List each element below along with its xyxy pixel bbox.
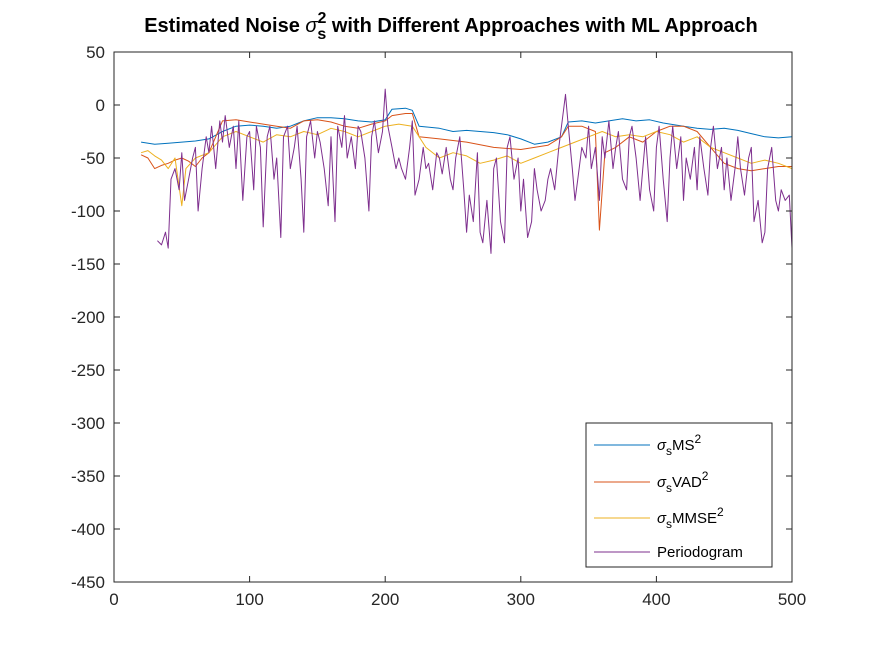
legend-sigma-symbol: σ: [657, 474, 667, 491]
legend-label-mmse: σsMMSE2: [657, 505, 724, 531]
y-tick-label: 0: [96, 96, 105, 115]
legend-text: MS: [672, 437, 695, 454]
y-tick-label: 50: [86, 43, 105, 62]
x-tick-label: 400: [642, 590, 670, 609]
legend-label-vad: σsVAD2: [657, 469, 709, 495]
y-tick-label: -100: [71, 202, 105, 221]
x-tick-label: 100: [235, 590, 263, 609]
legend-text: Periodogram: [657, 544, 743, 561]
x-tick-label: 500: [778, 590, 806, 609]
legend-label-ms: σsMS2: [657, 432, 702, 458]
y-tick-label: -450: [71, 573, 105, 592]
y-tick-label: -150: [71, 255, 105, 274]
y-tick-label: -300: [71, 414, 105, 433]
title-prefix: Estimated Noise: [144, 15, 305, 37]
chart-title: Estimated Noise σ2 s with Different Appro…: [144, 10, 758, 43]
legend-superscript: 2: [702, 469, 709, 483]
x-tick-label: 0: [109, 590, 118, 609]
y-tick-label: -400: [71, 520, 105, 539]
y-tick-label: -200: [71, 308, 105, 327]
series-line-periodogram: [157, 88, 793, 254]
series-layer: [140, 88, 793, 254]
legend-superscript: 2: [695, 432, 702, 446]
title-sigma-symbol: σ: [305, 15, 318, 37]
ticks-layer: 0 100 200 300 400 500500-50-100-150-200-250-3…: [71, 43, 806, 609]
series-line-ms: [141, 107, 793, 145]
x-tick-label: 200: [371, 590, 399, 609]
title-suffix: with Different Approaches with ML Approa…: [326, 15, 758, 37]
legend-sigma-symbol: σ: [657, 510, 667, 527]
y-tick-label: -50: [80, 149, 105, 168]
title-superscript: 2: [317, 10, 326, 27]
y-tick-label: -250: [71, 361, 105, 380]
legend-label-periodogram: Periodogram: [657, 544, 743, 561]
legend-subscript: s: [666, 517, 672, 531]
legend-text: VAD: [672, 474, 702, 491]
legend-subscript: s: [666, 444, 672, 458]
legend-subscript: s: [666, 481, 672, 495]
legend-superscript: 2: [717, 505, 724, 519]
y-tick-label: -350: [71, 467, 105, 486]
legend-text: MMSE: [672, 510, 717, 527]
x-tick-label: 300: [507, 590, 535, 609]
legend-sigma-symbol: σ: [657, 437, 667, 454]
legend-box: [585, 422, 773, 568]
title-subscript: s: [317, 26, 326, 43]
